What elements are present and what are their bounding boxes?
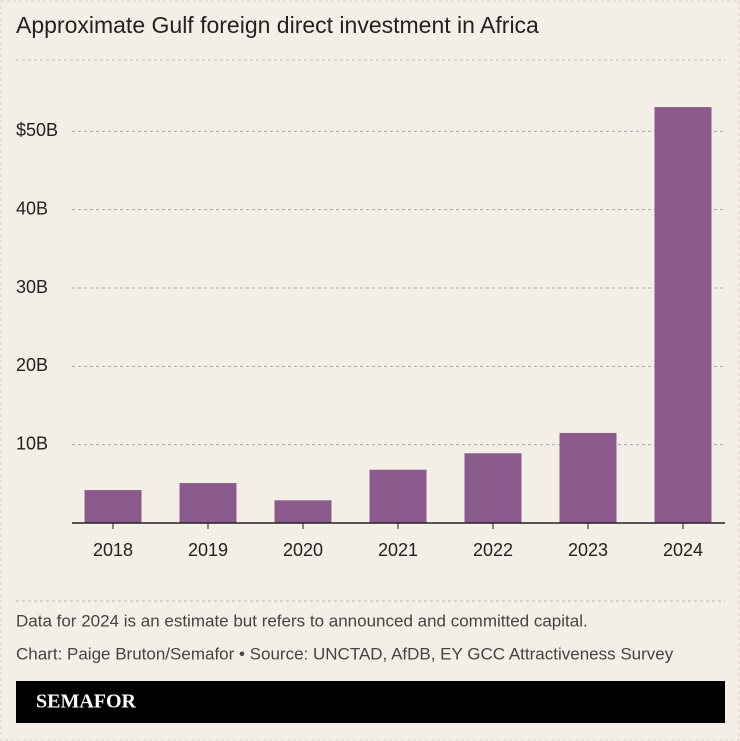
brand-bar bbox=[16, 681, 725, 723]
y-tick-label: $50B bbox=[16, 120, 58, 140]
x-tick-label: 2023 bbox=[568, 540, 608, 560]
bar bbox=[84, 490, 142, 523]
bar bbox=[464, 453, 522, 523]
chart-title: Approximate Gulf foreign direct investme… bbox=[16, 12, 539, 38]
credit: Chart: Paige Bruton/Semafor • Source: UN… bbox=[16, 644, 674, 663]
bar bbox=[274, 500, 332, 523]
x-tick-label: 2020 bbox=[283, 540, 323, 560]
y-tick-label: 40B bbox=[16, 198, 48, 218]
bar bbox=[559, 432, 617, 523]
x-tick-label: 2022 bbox=[473, 540, 513, 560]
y-tick-label: 30B bbox=[16, 277, 48, 297]
x-tick-label: 2018 bbox=[93, 540, 133, 560]
brand: SEMAFOR bbox=[36, 691, 137, 713]
bar bbox=[369, 469, 427, 523]
y-tick-label: 10B bbox=[16, 433, 48, 453]
x-tick-label: 2019 bbox=[188, 540, 228, 560]
x-tick-label: 2024 bbox=[663, 540, 703, 560]
x-tick-label: 2021 bbox=[378, 540, 418, 560]
bar bbox=[654, 107, 712, 524]
y-tick-label: 20B bbox=[16, 355, 48, 375]
note: Data for 2024 is an estimate but refers … bbox=[16, 611, 588, 630]
bar bbox=[179, 483, 237, 523]
